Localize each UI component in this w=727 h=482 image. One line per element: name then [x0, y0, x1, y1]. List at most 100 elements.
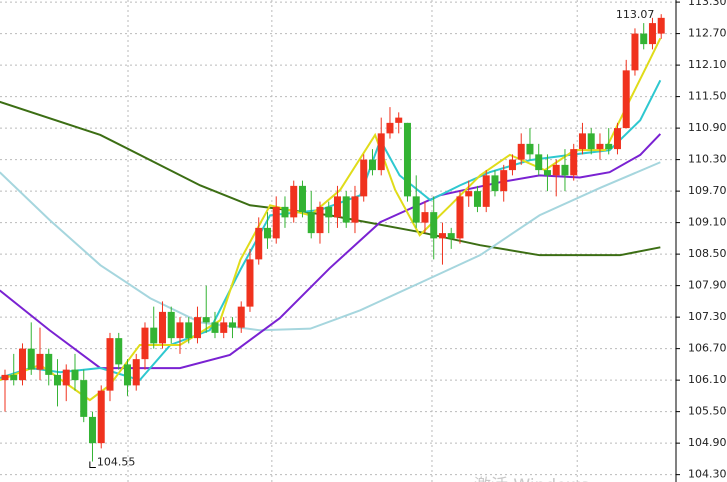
- candle-body: [386, 122, 394, 134]
- candle-body: [263, 227, 271, 239]
- candle-body: [281, 206, 289, 218]
- candle-body: [447, 233, 455, 239]
- candle-body: [1, 374, 9, 381]
- candle-body: [360, 159, 368, 197]
- candle-body: [535, 154, 543, 171]
- candle-body: [342, 196, 350, 223]
- candle-body: [482, 175, 490, 207]
- y-tick-label: 110.30: [688, 153, 727, 166]
- candle-body: [18, 348, 26, 381]
- candle-body: [255, 227, 263, 260]
- candle-body: [316, 206, 324, 234]
- candle-body: [526, 143, 534, 155]
- y-tick-label: 104.90: [688, 436, 727, 449]
- moving-average-line: [0, 100, 661, 257]
- candle-body: [10, 374, 18, 381]
- candle-body: [438, 233, 446, 239]
- watermark: 激活 Windows: [474, 476, 589, 482]
- candle-body: [71, 369, 79, 381]
- candle-body: [631, 33, 639, 71]
- candle-body: [517, 143, 525, 160]
- candle-body: [115, 338, 123, 365]
- candle-body: [307, 212, 315, 234]
- candle-body: [272, 206, 280, 239]
- y-tick-label: 106.10: [688, 373, 727, 386]
- candle-body: [80, 380, 88, 417]
- y-tick-label: 107.90: [688, 279, 727, 292]
- candle-body: [622, 70, 630, 129]
- y-tick-label: 110.90: [688, 121, 727, 134]
- candle-body: [106, 338, 114, 391]
- candle-body: [211, 322, 219, 333]
- candle-body: [412, 196, 420, 223]
- candle-body: [167, 311, 175, 339]
- candle-body: [132, 359, 140, 386]
- candle-body: [150, 327, 158, 344]
- y-tick-label: 112.70: [688, 27, 727, 40]
- moving-average-line: [0, 161, 661, 332]
- y-tick-label: 112.10: [688, 58, 727, 71]
- candle-body: [657, 17, 665, 34]
- candle-body: [45, 353, 53, 375]
- candle-body: [158, 311, 166, 344]
- candle-body: [508, 159, 516, 171]
- candle-body: [605, 143, 613, 150]
- candle-body: [587, 133, 595, 150]
- candle-body: [403, 122, 411, 197]
- candle-body: [202, 317, 210, 323]
- y-tick-label: 109.10: [688, 216, 727, 229]
- candle-body: [648, 23, 656, 45]
- candle-body: [421, 212, 429, 223]
- candle-body: [228, 322, 236, 328]
- candle-body: [613, 128, 621, 150]
- candle-body: [88, 416, 96, 444]
- annotation: 104.55: [97, 456, 136, 469]
- candle-body: [456, 196, 464, 239]
- candle-body: [290, 185, 298, 218]
- y-tick-label: 111.50: [688, 90, 727, 103]
- candle-body: [53, 374, 61, 386]
- candle-body: [237, 306, 245, 328]
- annotation-marker: [89, 461, 96, 469]
- candle-body: [62, 369, 70, 386]
- candle-body: [570, 149, 578, 176]
- candle-body: [578, 133, 586, 150]
- candle-body: [246, 259, 254, 307]
- y-tick-label: 105.50: [688, 405, 727, 418]
- candle-body: [500, 170, 508, 192]
- candle-body: [220, 322, 228, 333]
- candle-body: [473, 191, 481, 207]
- candle-body: [465, 191, 473, 197]
- y-tick-label: 104.30: [688, 468, 727, 481]
- candle-body: [333, 196, 341, 218]
- y-tick-label: 106.70: [688, 342, 727, 355]
- candle-body: [596, 143, 604, 150]
- candle-body: [176, 322, 184, 339]
- candle-body: [325, 206, 333, 218]
- candle-body: [377, 133, 385, 171]
- candle-body: [640, 33, 648, 45]
- candle-body: [368, 159, 376, 171]
- candle-body: [561, 164, 569, 176]
- y-tick-label: 107.30: [688, 310, 727, 323]
- candle-body: [395, 117, 403, 123]
- candle-body: [298, 185, 306, 213]
- candle-body: [351, 196, 359, 223]
- candle-body: [430, 212, 438, 239]
- candle-body: [185, 322, 193, 339]
- y-tick-label: 108.50: [688, 247, 727, 260]
- candle-body: [543, 170, 551, 176]
- candle-body: [36, 353, 44, 370]
- candle-body: [27, 348, 35, 370]
- candle-body: [193, 317, 201, 339]
- y-tick-label: 113.30: [688, 0, 727, 8]
- candle-body: [491, 175, 499, 192]
- candle-body: [552, 164, 560, 176]
- candle-body: [141, 327, 149, 360]
- y-tick-label: 109.70: [688, 184, 727, 197]
- candle-body: [97, 390, 105, 444]
- annotation: 113.07: [616, 8, 655, 21]
- moving-average-line: [0, 37, 662, 402]
